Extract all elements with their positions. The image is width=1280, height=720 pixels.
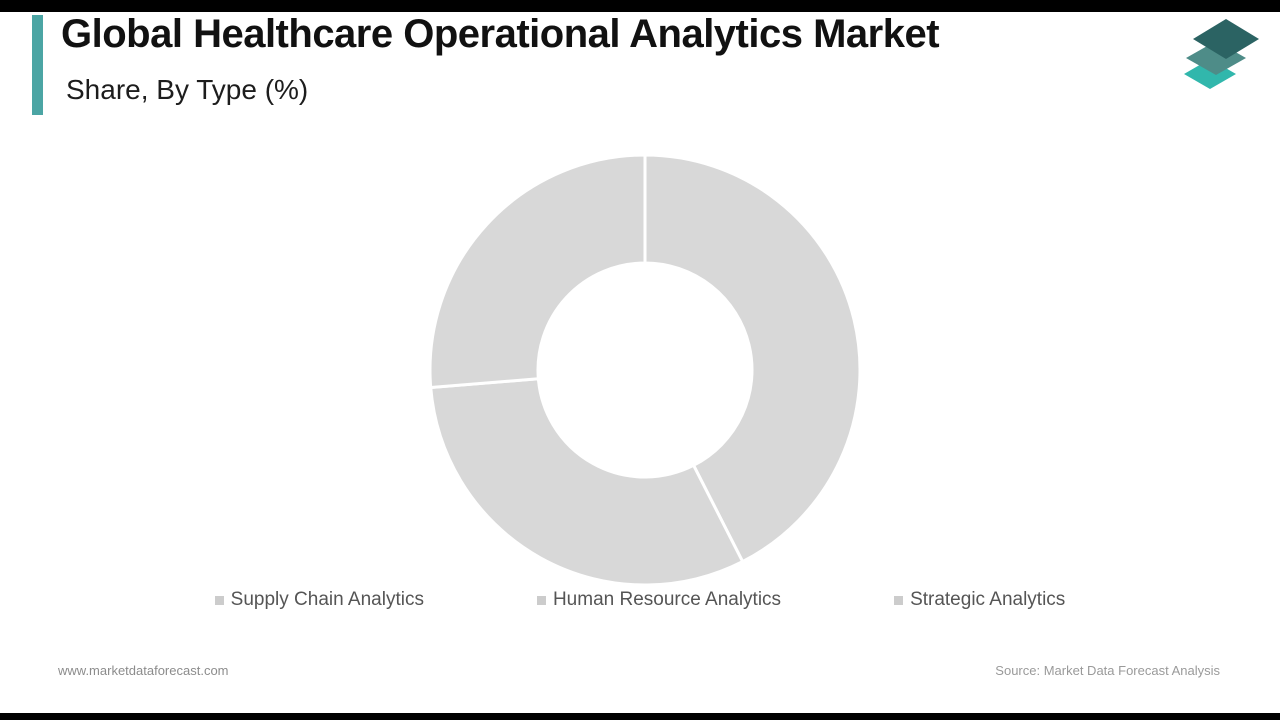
legend-marker-icon bbox=[214, 595, 224, 605]
legend-label: Strategic Analytics bbox=[910, 589, 1066, 610]
legend-item-1[interactable]: Supply Chain Analytics bbox=[214, 589, 424, 611]
legend-label: Supply Chain Analytics bbox=[230, 589, 424, 610]
legend-item-3[interactable]: Strategic Analytics bbox=[894, 589, 1065, 611]
page-subtitle: Share, By Type (%) bbox=[66, 74, 309, 105]
legend-item-2[interactable]: Human Resource Analytics bbox=[536, 589, 782, 611]
donut-slice-3 bbox=[428, 153, 647, 390]
donut-slice-1 bbox=[643, 153, 862, 564]
chart-legend: Supply Chain Analytics Human Resource Ana… bbox=[0, 589, 1280, 611]
logo-layer-top bbox=[1193, 19, 1259, 59]
legend-label: Human Resource Analytics bbox=[552, 589, 782, 610]
title-accent-bar bbox=[32, 15, 43, 115]
footer-source: Source: Market Data Forecast Analysis bbox=[995, 663, 1220, 678]
footer-website: www.marketdataforecast.com bbox=[58, 663, 229, 678]
donut-chart bbox=[428, 153, 862, 587]
donut-chart-svg bbox=[428, 153, 862, 587]
marketdataforecast-logo-icon bbox=[1184, 19, 1259, 89]
donut-slice-2 bbox=[429, 377, 745, 587]
legend-marker-icon bbox=[894, 595, 904, 605]
page-title: Global Healthcare Operational Analytics … bbox=[61, 12, 940, 56]
bottom-border-bar bbox=[0, 713, 1280, 720]
legend-marker-icon bbox=[536, 595, 546, 605]
top-border-bar bbox=[0, 0, 1280, 12]
